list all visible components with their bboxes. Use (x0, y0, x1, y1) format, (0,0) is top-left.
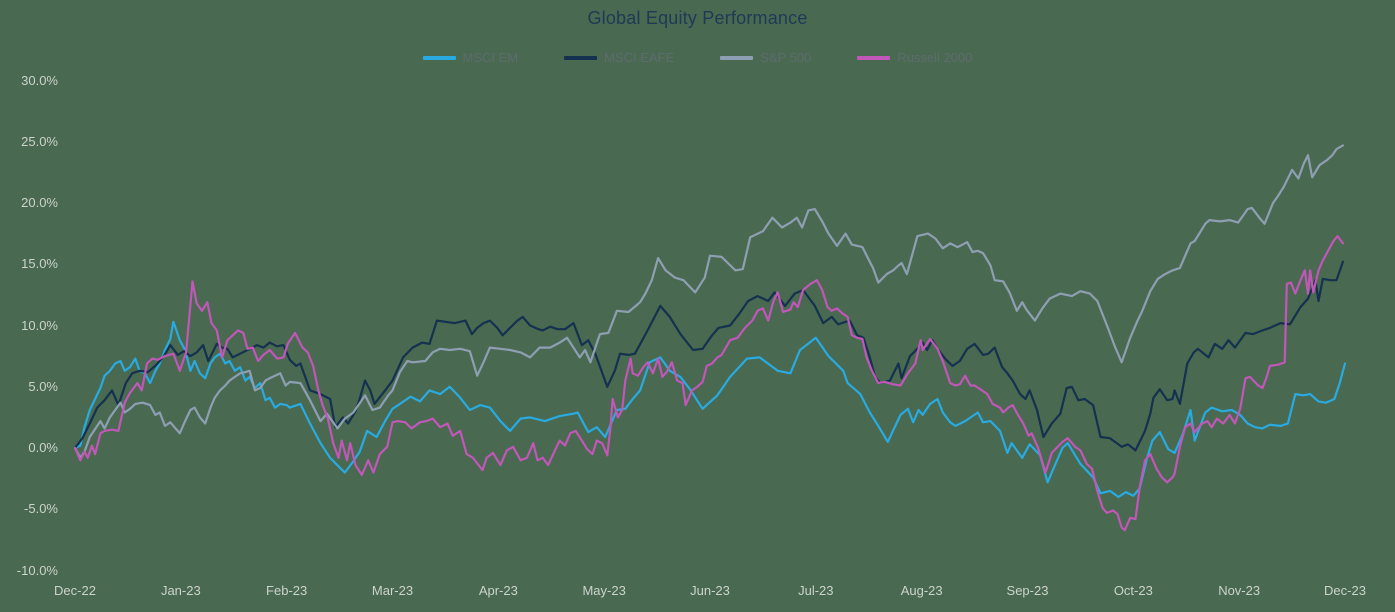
x-tick-label: Apr-23 (478, 583, 518, 598)
legend-label: MSCI EM (462, 50, 519, 65)
x-tick-label: Oct-23 (1113, 583, 1153, 598)
series-line-msci-eafe (73, 260, 1345, 452)
legend-item-msci-em: MSCI EM (422, 50, 519, 65)
series-line-russell-2000 (73, 235, 1345, 532)
legend-item-russell-2000: Russell 2000 (857, 50, 972, 65)
legend-label: Russell 2000 (897, 50, 973, 65)
x-tick-label: Jun-23 (690, 583, 730, 598)
x-tick-label: Jul-23 (798, 583, 834, 598)
y-tick-label: 5.0% (28, 378, 58, 394)
y-tick-label: 0.0% (28, 440, 58, 455)
x-tick-label: Sep-23 (1006, 583, 1049, 598)
x-tick-label: Dec-23 (1324, 583, 1366, 598)
series-line-msci-em (73, 320, 1347, 499)
x-tick-label: Feb-23 (266, 583, 308, 598)
y-tick-label: 30.0% (21, 72, 58, 88)
chart-legend: MSCI EM MSCI EAFE S&P 500 Russell 2000 (0, 50, 1395, 65)
legend-swatch-russell-2000 (857, 55, 891, 60)
x-tick-label: Dec-22 (54, 583, 96, 598)
y-tick-label: -5.0% (24, 501, 58, 517)
y-tick-label: 10.0% (21, 317, 58, 333)
x-tick-label: Aug-23 (900, 583, 943, 598)
legend-swatch-s-p-500 (720, 55, 754, 60)
x-tick-label: Mar-23 (371, 583, 414, 598)
y-tick-label: 25.0% (21, 133, 58, 149)
chart-title: Global Equity Performance (587, 8, 808, 28)
legend-label: S&P 500 (760, 50, 812, 65)
y-tick-label: 15.0% (21, 256, 58, 272)
x-tick-label: Nov-23 (1218, 583, 1261, 598)
y-tick-label: 20.0% (21, 195, 58, 210)
legend-swatch-msci-eafe (564, 55, 598, 60)
series-line-s-p-500 (73, 144, 1345, 459)
legend-swatch-msci-em (422, 55, 456, 60)
legend-item-msci-eafe: MSCI EAFE (564, 50, 674, 65)
legend-label: MSCI EAFE (604, 50, 675, 65)
y-tick-label: -10.0% (16, 562, 58, 578)
legend-item-s-p-500: S&P 500 (720, 50, 811, 65)
x-tick-label: May-23 (582, 583, 626, 598)
x-tick-label: Jan-23 (160, 583, 201, 598)
